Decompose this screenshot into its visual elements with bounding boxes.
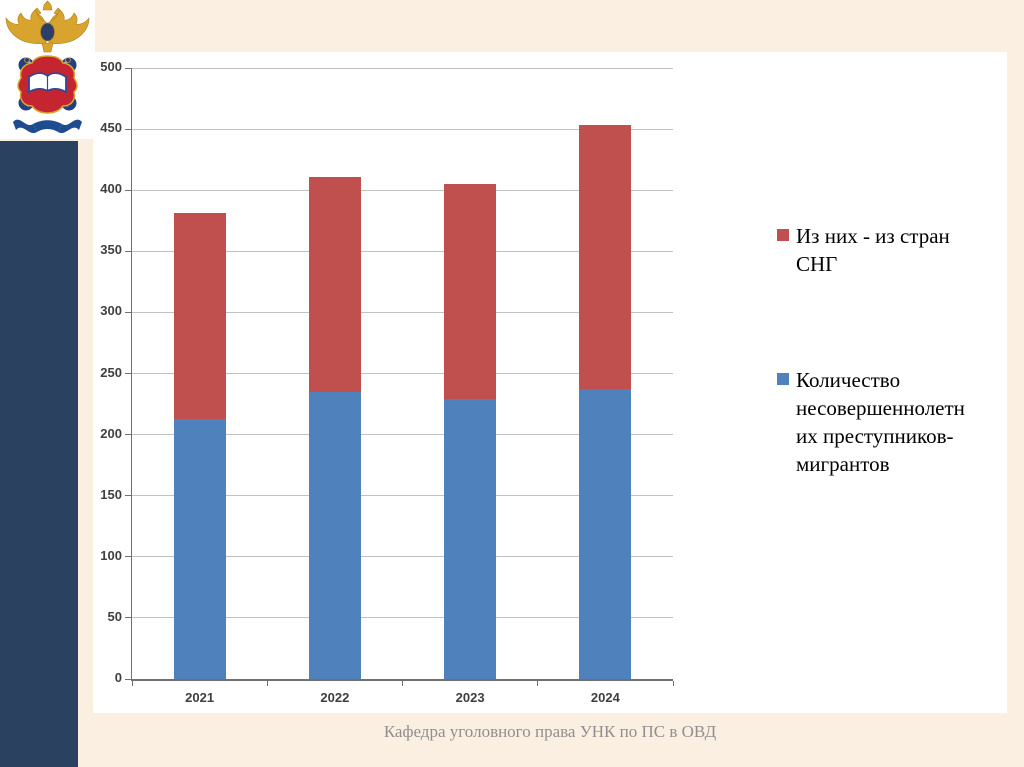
legend-swatch-blue [777, 373, 789, 385]
y-axis-label: 450 [100, 120, 122, 136]
grid-line [132, 434, 673, 436]
legend-item-migrants: Количество несовершеннолетних преступник… [777, 366, 995, 478]
chart-panel: 0 50 100 150 200 250 300 350 400 450 500 2021 2022 20… [93, 52, 1007, 713]
y-axis-tick [125, 250, 131, 252]
y-axis-tick [125, 678, 131, 680]
y-axis-label: 50 [107, 608, 122, 624]
bar-segment-migrants [173, 418, 226, 679]
y-axis-tick [125, 128, 131, 130]
open-book-icon [28, 72, 67, 94]
x-axis-tick [402, 681, 403, 686]
grid-line [132, 495, 673, 497]
footer-caption: Кафедра уголовного права УНК по ПС в ОВД [383, 722, 717, 741]
chart-legend: Из них - из стран СНГ Количество несовер… [777, 222, 995, 478]
bar-segment-migrants [444, 399, 497, 679]
bar-segment-cis [308, 176, 361, 392]
y-axis-label: 300 [100, 303, 122, 319]
bar-2023 [444, 184, 497, 679]
y-axis-tick [125, 556, 131, 558]
y-axis-tick [125, 617, 131, 619]
y-axis-label: 150 [100, 486, 122, 502]
sidebar-accent-bar [0, 141, 78, 767]
y-axis-tick [125, 495, 131, 497]
bar-segment-migrants [308, 391, 361, 679]
ribbon-icon [13, 119, 82, 134]
y-axis-tick [125, 373, 131, 374]
grid-line [132, 67, 673, 69]
grid-line [132, 189, 673, 191]
x-axis-tick [131, 681, 133, 686]
plot-area: 0 50 100 150 200 250 300 350 400 450 500 2021 2022 20… [100, 59, 674, 705]
grid-line [132, 617, 673, 619]
grid-line [132, 373, 673, 374]
bar-segment-cis [173, 213, 226, 419]
x-axis-label: 2021 [185, 690, 215, 705]
y-axis-label: 350 [100, 242, 122, 258]
grid-line [132, 128, 673, 130]
y-axis-label: 400 [100, 181, 122, 197]
x-axis-tick [266, 681, 268, 686]
legend-swatch-red [777, 229, 789, 241]
legend-label-cis: Из них - из стран СНГ [796, 224, 950, 276]
y-axis-label: 500 [100, 59, 122, 74]
y-axis-tick [125, 311, 131, 313]
bar-segment-cis [444, 184, 497, 400]
y-axis-label: 0 [114, 670, 122, 685]
y-axis-label: 200 [100, 425, 122, 441]
y-axis-label: 250 [100, 364, 122, 380]
bar-segment-migrants [579, 389, 632, 679]
y-axis-tick [125, 189, 131, 191]
grid-line [132, 311, 673, 313]
x-axis-label: 2023 [455, 690, 485, 705]
y-axis-tick [125, 434, 131, 436]
bar-2021 [173, 213, 226, 679]
grid-line [132, 556, 673, 558]
emblem-box [0, 0, 95, 139]
university-emblem [0, 0, 95, 139]
y-axis-label: 100 [100, 547, 122, 563]
x-axis-tick [537, 681, 539, 686]
x-axis-label: 2022 [320, 690, 350, 705]
legend-label-migrants: Количество несовершеннолетних преступник… [796, 368, 965, 476]
x-axis-label: 2024 [590, 690, 620, 705]
bar-2024 [579, 125, 632, 679]
grid-line [132, 250, 673, 252]
x-axis-tick [672, 681, 674, 686]
legend-item-cis: Из них - из стран СНГ [777, 222, 995, 278]
bar-segment-cis [579, 125, 632, 390]
eagle-icon [5, 0, 90, 53]
bar-2022 [308, 176, 361, 679]
y-axis-tick [125, 67, 131, 69]
